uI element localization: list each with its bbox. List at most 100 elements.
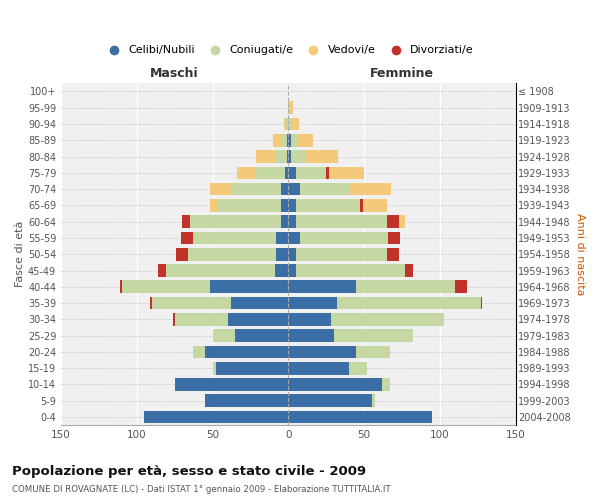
Bar	[209, 199, 217, 212]
Bar	[296, 248, 387, 260]
Bar	[288, 102, 290, 114]
Bar	[292, 134, 298, 146]
Bar	[288, 410, 432, 424]
Bar	[288, 183, 301, 196]
Bar	[151, 296, 152, 310]
Bar	[285, 166, 288, 179]
Bar	[292, 150, 305, 163]
Bar	[217, 199, 281, 212]
Bar	[190, 216, 281, 228]
Bar	[326, 166, 364, 179]
Bar	[356, 280, 455, 293]
Bar	[288, 199, 296, 212]
Bar	[288, 216, 296, 228]
Bar	[288, 330, 334, 342]
Text: COMUNE DI ROVAGNATE (LC) - Dati ISTAT 1° gennaio 2009 - Elaborazione TUTTITALIA.: COMUNE DI ROVAGNATE (LC) - Dati ISTAT 1°…	[12, 485, 391, 494]
Bar	[187, 216, 190, 228]
Bar	[120, 280, 122, 293]
Bar	[292, 118, 299, 130]
Bar	[175, 378, 288, 391]
Bar	[166, 264, 275, 277]
Y-axis label: Fasce di età: Fasce di età	[15, 221, 25, 288]
Text: Femmine: Femmine	[370, 67, 434, 80]
Bar	[371, 394, 374, 407]
Bar	[235, 330, 288, 342]
Bar	[276, 232, 288, 244]
Bar	[122, 280, 209, 293]
Bar	[387, 248, 390, 260]
Bar	[173, 313, 175, 326]
Bar	[205, 346, 288, 358]
Bar	[273, 134, 281, 146]
Bar	[288, 232, 301, 244]
Bar	[232, 183, 281, 196]
Bar	[151, 296, 152, 310]
Bar	[334, 330, 413, 342]
Bar	[349, 183, 391, 196]
Text: Popolazione per età, sesso e stato civile - 2009: Popolazione per età, sesso e stato civil…	[12, 465, 366, 478]
Bar	[288, 378, 382, 391]
Bar	[359, 199, 362, 212]
Bar	[387, 248, 399, 260]
Bar	[285, 118, 288, 130]
Bar	[158, 264, 166, 277]
Bar	[290, 102, 293, 114]
Legend: Celibi/Nubili, Coniugati/e, Vedovi/e, Divorziati/e: Celibi/Nubili, Coniugati/e, Vedovi/e, Di…	[98, 41, 478, 60]
Bar	[455, 280, 467, 293]
Bar	[405, 264, 408, 277]
Bar	[145, 410, 288, 424]
Bar	[382, 378, 390, 391]
Bar	[176, 248, 188, 260]
Bar	[481, 296, 482, 310]
Bar	[296, 199, 359, 212]
Bar	[288, 362, 349, 374]
Bar	[212, 362, 215, 374]
Bar	[255, 166, 285, 179]
Bar	[209, 183, 232, 196]
Bar	[288, 313, 331, 326]
Bar	[281, 134, 287, 146]
Bar	[387, 216, 405, 228]
Y-axis label: Anni di nascita: Anni di nascita	[575, 213, 585, 296]
Bar	[296, 216, 387, 228]
Bar	[193, 346, 205, 358]
Bar	[193, 232, 276, 244]
Bar	[349, 362, 367, 374]
Bar	[337, 296, 481, 310]
Bar	[387, 216, 399, 228]
Bar	[326, 166, 329, 179]
Bar	[288, 166, 296, 179]
Bar	[296, 166, 326, 179]
Bar	[181, 232, 193, 244]
Bar	[212, 330, 235, 342]
Bar	[191, 232, 193, 244]
Bar	[182, 216, 190, 228]
Bar	[288, 150, 292, 163]
Bar	[359, 199, 387, 212]
Bar	[163, 264, 166, 277]
Bar	[120, 280, 122, 293]
Bar	[288, 394, 371, 407]
Bar	[296, 264, 405, 277]
Bar	[288, 248, 296, 260]
Bar	[287, 150, 288, 163]
Bar	[388, 232, 396, 244]
Bar	[275, 264, 288, 277]
Bar	[175, 313, 227, 326]
Bar	[237, 166, 255, 179]
Bar	[288, 264, 296, 277]
Bar	[281, 183, 288, 196]
Bar	[231, 296, 288, 310]
Bar	[455, 280, 457, 293]
Bar	[188, 248, 276, 260]
Bar	[256, 150, 275, 163]
Bar	[305, 150, 338, 163]
Bar	[281, 199, 288, 212]
Bar	[288, 134, 292, 146]
Bar	[276, 248, 288, 260]
Bar	[215, 362, 288, 374]
Bar	[288, 296, 337, 310]
Bar	[301, 232, 388, 244]
Bar	[209, 280, 288, 293]
Bar	[405, 264, 413, 277]
